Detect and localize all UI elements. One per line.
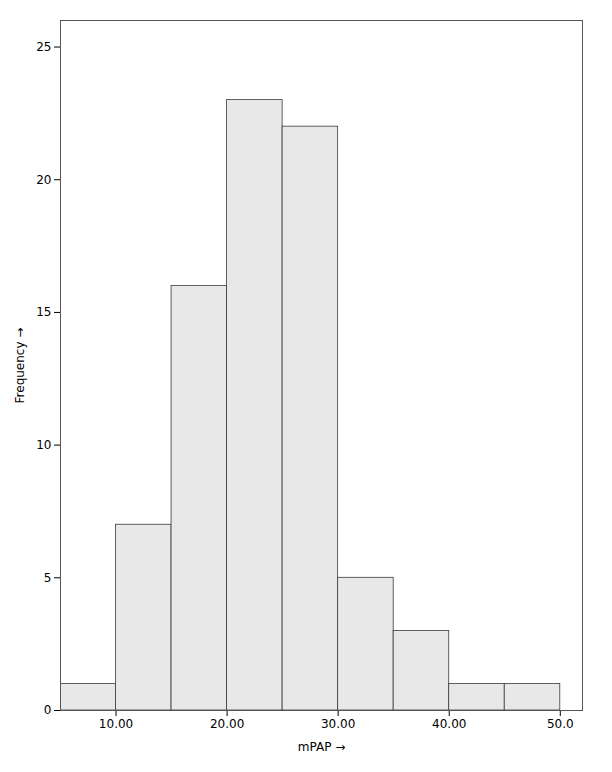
- svg-text:10.00: 10.00: [99, 717, 133, 731]
- svg-text:5: 5: [44, 571, 52, 585]
- svg-text:20.00: 20.00: [210, 717, 244, 731]
- svg-text:25: 25: [36, 40, 51, 54]
- svg-text:10: 10: [36, 438, 51, 452]
- svg-text:Frequency →: Frequency →: [13, 328, 27, 404]
- svg-text:mPAP →: mPAP →: [298, 740, 345, 754]
- svg-text:20: 20: [36, 173, 51, 187]
- svg-text:0: 0: [44, 703, 52, 717]
- svg-text:50.0: 50.0: [547, 717, 574, 731]
- svg-text:40.00: 40.00: [432, 717, 466, 731]
- svg-text:15: 15: [36, 305, 51, 319]
- svg-text:30.00: 30.00: [321, 717, 355, 731]
